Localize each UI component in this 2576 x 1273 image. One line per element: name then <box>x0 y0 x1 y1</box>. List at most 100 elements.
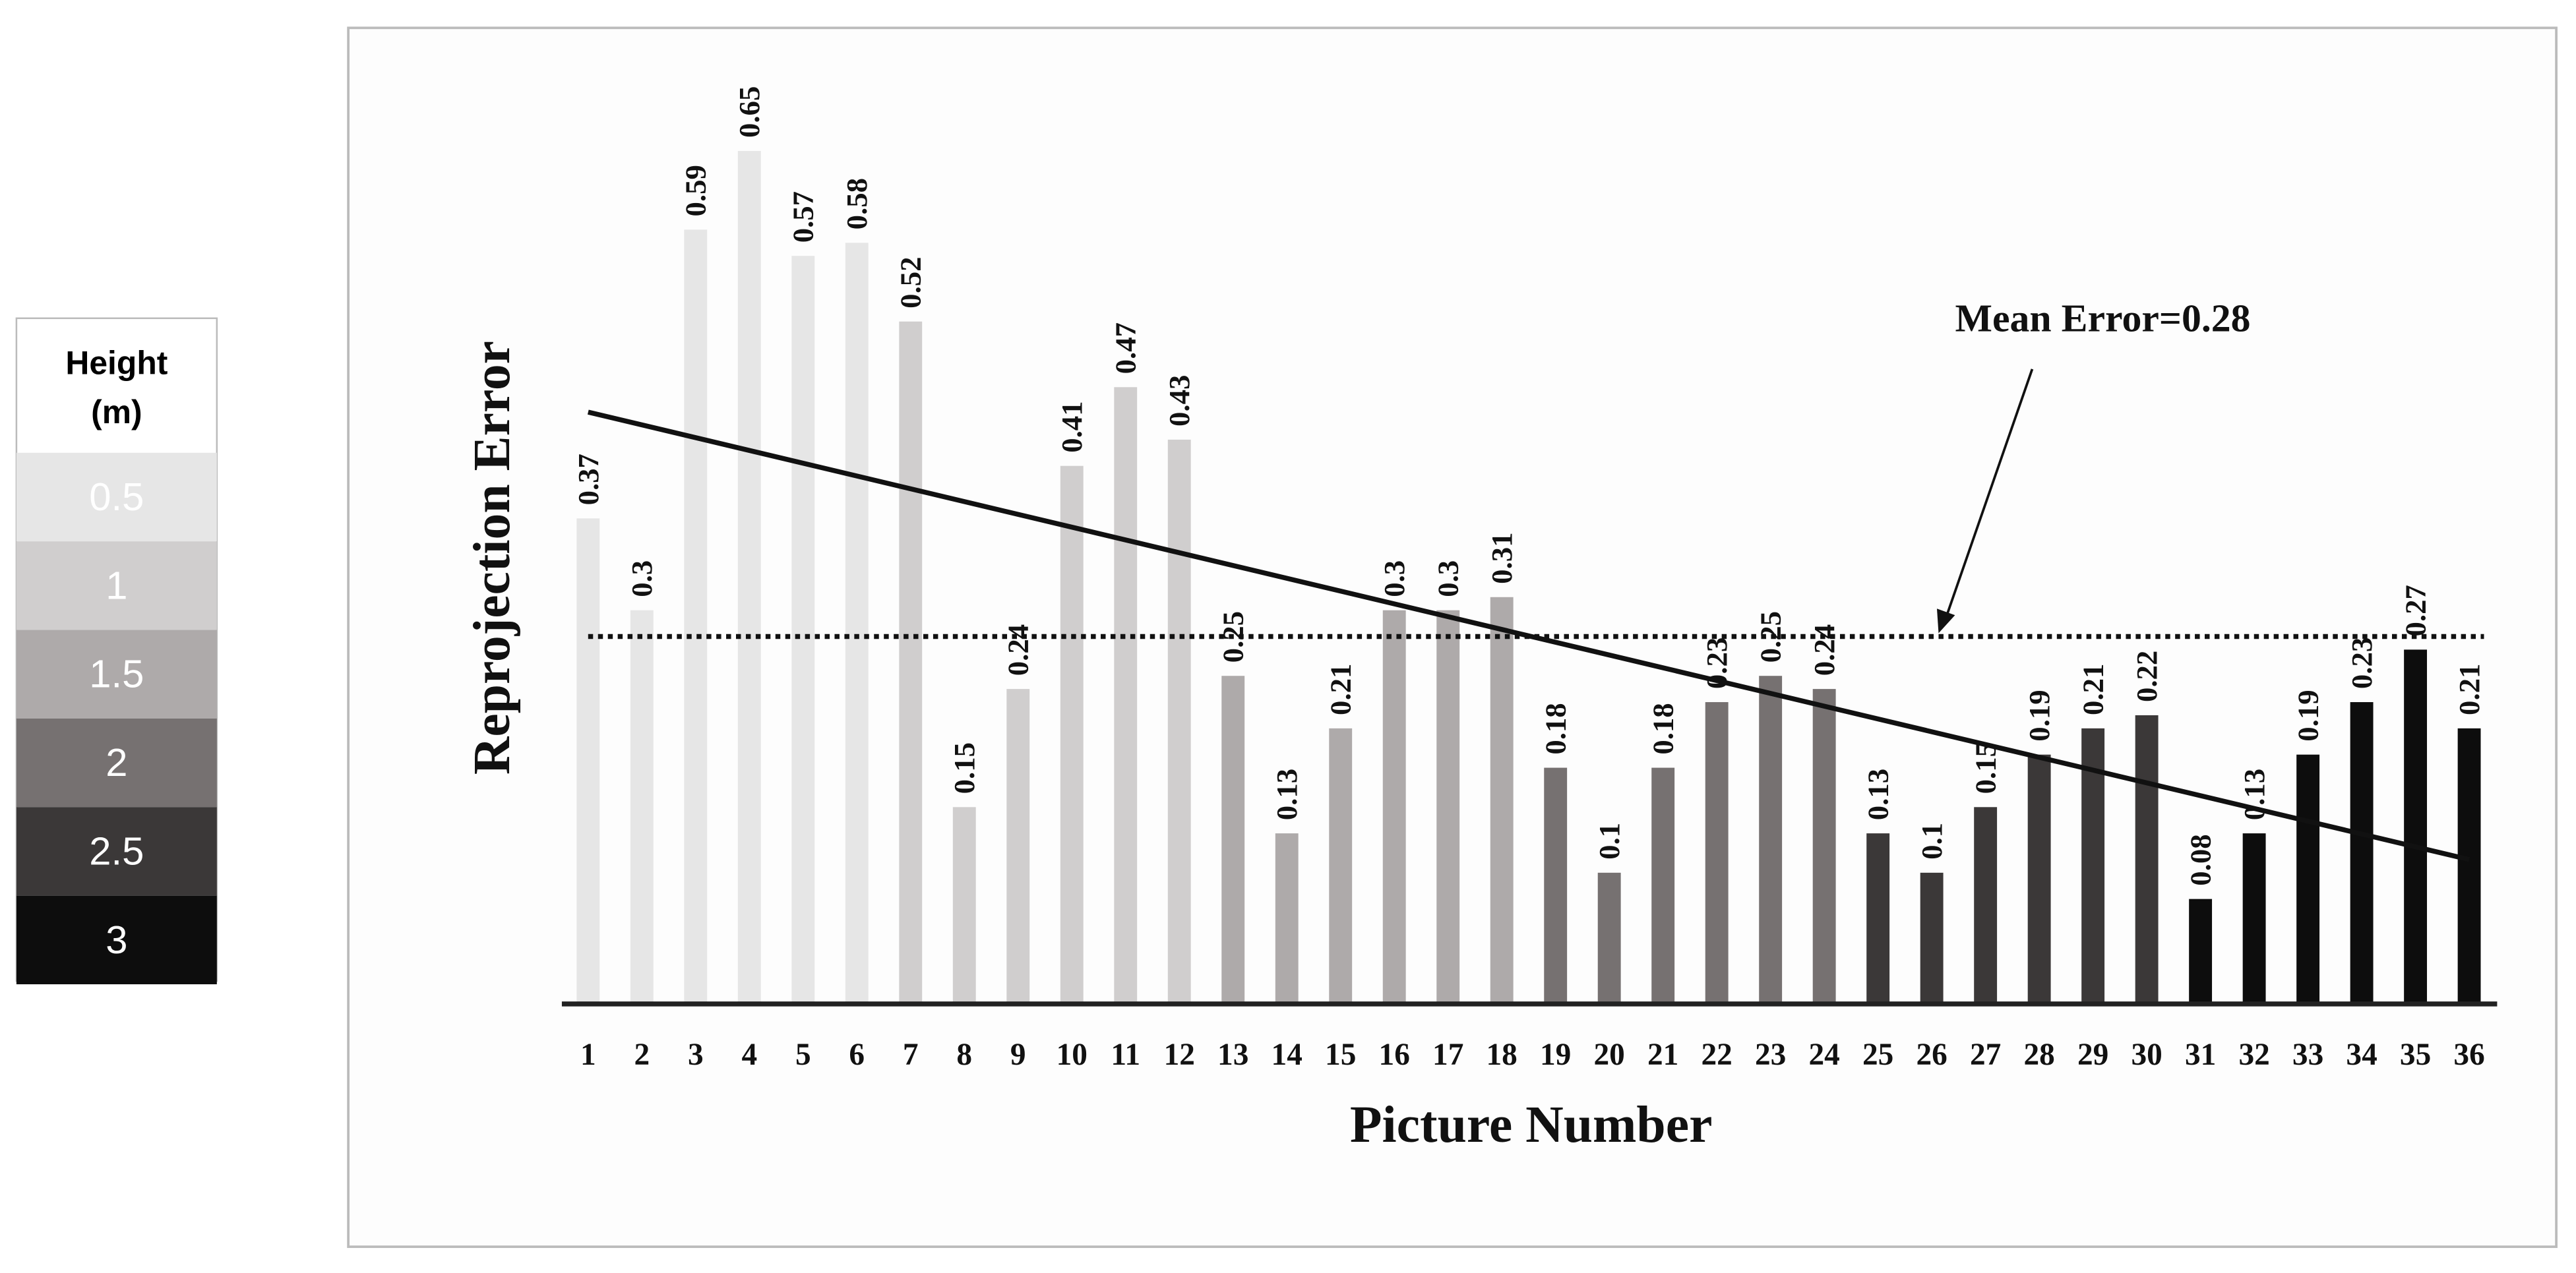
value-label: 0.24 <box>1002 624 1035 676</box>
bar <box>1436 610 1460 1004</box>
value-label: 0.15 <box>1969 742 2002 794</box>
bar <box>2027 754 2051 1004</box>
legend-title: Height (m) <box>65 344 168 430</box>
bar <box>1382 610 1406 1004</box>
bar <box>1006 689 1030 1004</box>
bar <box>1490 597 1514 1004</box>
value-label: 0.13 <box>1270 769 1303 820</box>
value-label: 0.27 <box>2399 585 2432 636</box>
value-label: 0.21 <box>2077 664 2110 715</box>
value-label: 0.43 <box>1163 375 1196 427</box>
bar <box>1221 676 1245 1004</box>
x-tick-label: 17 <box>1432 1038 1463 1072</box>
legend-swatch <box>16 452 217 542</box>
x-tick-label: 24 <box>1808 1038 1839 1072</box>
x-tick-label: 7 <box>903 1038 919 1072</box>
bar <box>791 256 815 1004</box>
bar <box>1597 872 1621 1004</box>
bar <box>1920 872 1944 1004</box>
x-tick-label: 4 <box>741 1038 757 1072</box>
value-label: 0.18 <box>1539 703 1572 754</box>
x-tick-label: 22 <box>1702 1038 1733 1072</box>
value-label: 0.1 <box>1915 823 1948 860</box>
value-label: 0.15 <box>948 742 981 794</box>
legend-label: 2 <box>106 740 127 785</box>
bar <box>2242 833 2266 1004</box>
x-tick-label: 23 <box>1755 1038 1786 1072</box>
legend-label: 1.5 <box>89 652 144 696</box>
x-tick-label: 35 <box>2400 1038 2431 1072</box>
x-tick-label: 26 <box>1916 1038 1947 1072</box>
x-tick-label: 27 <box>1970 1038 2001 1072</box>
value-label: 0.59 <box>679 165 712 216</box>
x-tick-label: 30 <box>2131 1038 2162 1072</box>
y-axis-label: Reprojection Error <box>463 341 521 775</box>
value-label: 0.65 <box>733 86 766 138</box>
bar <box>2135 715 2159 1004</box>
x-tick-label: 19 <box>1540 1038 1571 1072</box>
trend-line <box>587 409 2470 862</box>
x-tick-label: 31 <box>2185 1038 2216 1072</box>
annotation: Mean Error=0.28 <box>1955 297 2251 340</box>
x-tick-label: 2 <box>634 1038 650 1072</box>
value-label: 0.1 <box>1593 823 1626 860</box>
x-tick-label: 1 <box>580 1038 596 1072</box>
value-label: 0.21 <box>2453 664 2486 715</box>
bar <box>1167 439 1191 1004</box>
bar <box>2189 899 2213 1004</box>
x-tick-label: 10 <box>1057 1038 1088 1072</box>
value-label: 0.19 <box>2023 690 2056 741</box>
arrow-head <box>1936 608 1955 634</box>
x-tick-label: 12 <box>1164 1038 1195 1072</box>
x-tick-label: 28 <box>2023 1038 2054 1072</box>
x-tick-label: 32 <box>2238 1038 2269 1072</box>
legend-label: 0.5 <box>89 475 144 519</box>
legend-label: 1 <box>106 563 127 607</box>
x-tick-label: 34 <box>2346 1038 2377 1072</box>
bar <box>1060 465 1084 1004</box>
x-tick-label: 9 <box>1010 1038 1026 1072</box>
bar <box>630 610 654 1004</box>
x-tick-label: 11 <box>1111 1038 1140 1072</box>
x-tick-label: 6 <box>849 1038 865 1072</box>
x-tick-label: 3 <box>688 1038 704 1072</box>
bar <box>1974 807 1998 1004</box>
bar <box>1275 833 1299 1004</box>
bar <box>899 321 923 1004</box>
x-tick-label: 8 <box>956 1038 972 1072</box>
bar <box>1705 702 1729 1004</box>
x-tick-label: 5 <box>795 1038 811 1072</box>
value-label: 0.52 <box>894 256 927 308</box>
value-label: 0.47 <box>1109 322 1142 374</box>
bar <box>1651 767 1675 1004</box>
value-label: 0.13 <box>1862 769 1895 820</box>
value-label: 0.24 <box>1808 624 1841 676</box>
bar <box>737 150 761 1004</box>
value-label: 0.19 <box>2292 690 2325 741</box>
value-label: 0.58 <box>840 178 873 229</box>
x-tick-label: 25 <box>1862 1038 1893 1072</box>
value-label: 0.21 <box>1324 664 1357 715</box>
annotation-arrow <box>1944 369 2034 621</box>
bar <box>1544 767 1568 1004</box>
bar <box>1114 387 1138 1004</box>
x-tick-label: 13 <box>1217 1038 1248 1072</box>
legend-swatch <box>16 807 217 896</box>
x-tick-label: 16 <box>1379 1038 1410 1072</box>
value-label: 0.08 <box>2184 834 2217 885</box>
bar <box>1812 689 1836 1004</box>
x-tick-label: 36 <box>2453 1038 2484 1072</box>
x-tick-label: 21 <box>1647 1038 1678 1072</box>
value-label: 0.18 <box>1647 703 1680 754</box>
value-label: 0.37 <box>572 454 605 505</box>
bar <box>952 807 976 1004</box>
legend-swatch <box>16 541 217 630</box>
bar <box>1866 833 1890 1004</box>
legend-swatch <box>16 630 217 719</box>
value-label: 0.3 <box>1432 560 1465 597</box>
x-axis-label: Picture Number <box>1350 1096 1713 1154</box>
legend-swatch <box>16 718 217 808</box>
bar <box>2457 728 2481 1004</box>
x-tick-label: 14 <box>1272 1038 1303 1072</box>
